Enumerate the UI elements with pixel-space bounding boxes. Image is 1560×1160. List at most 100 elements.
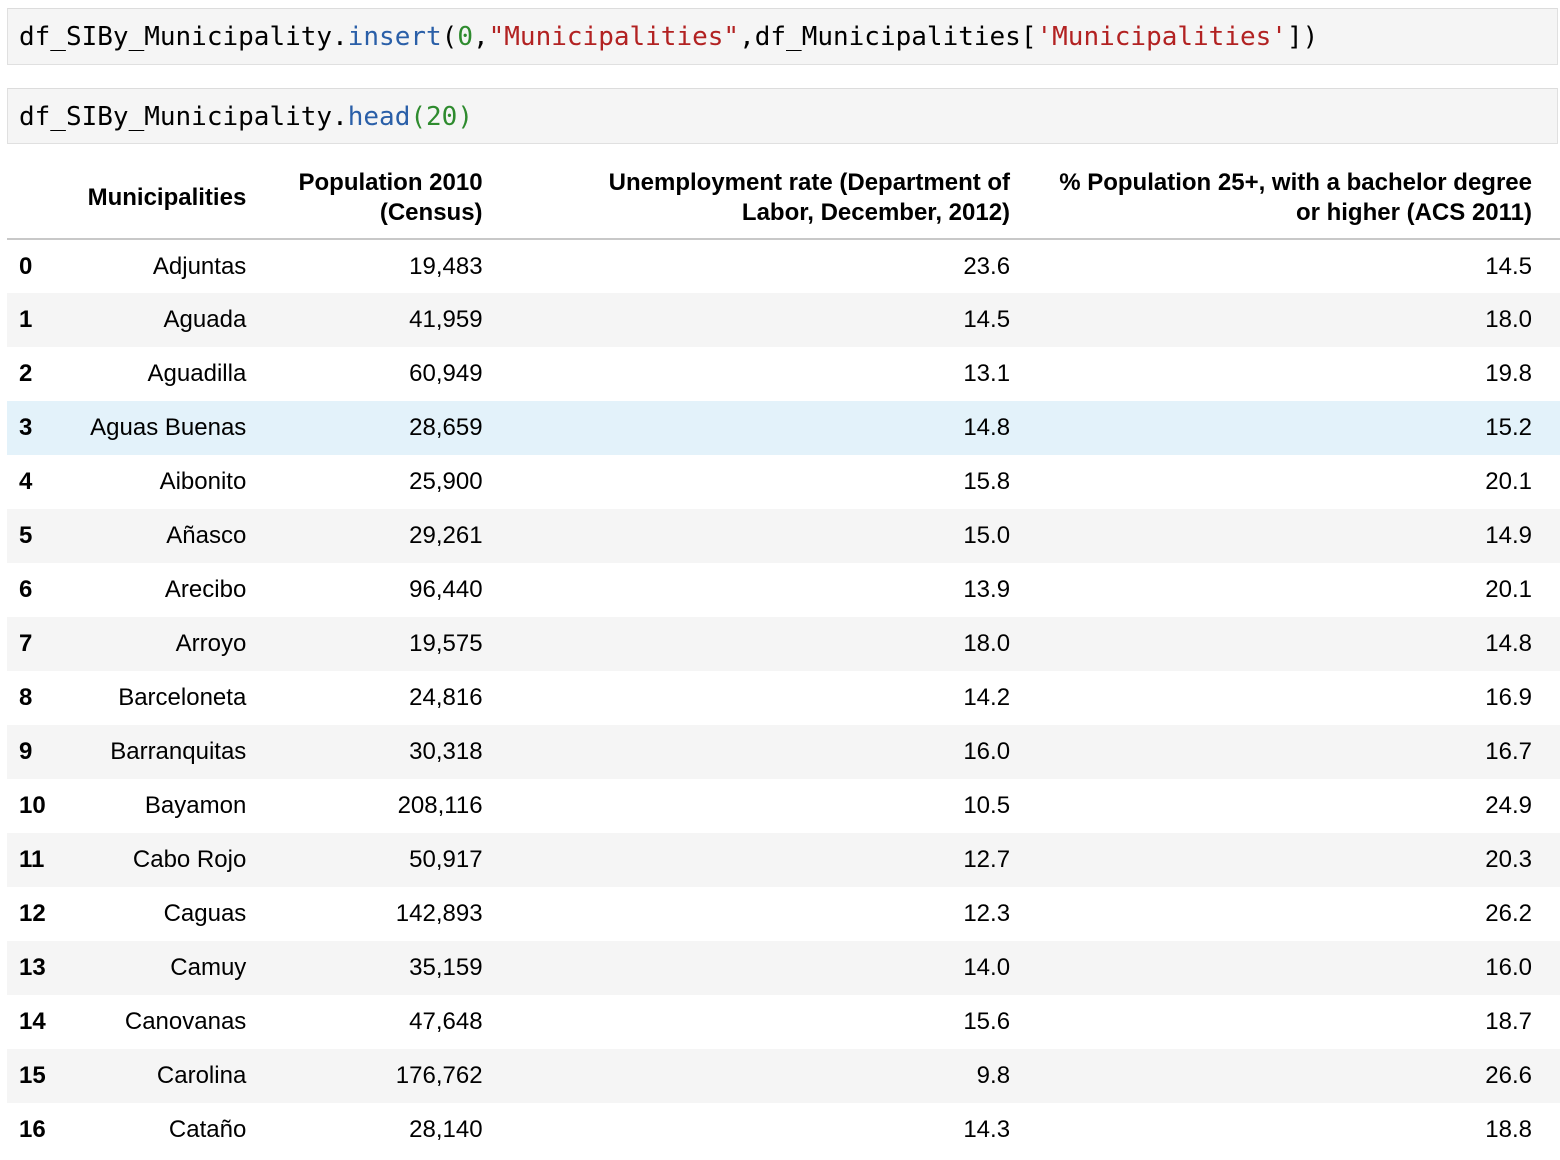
dataframe-table: Municipalities Population 2010 (Census) … — [7, 158, 1560, 1157]
code-token: head — [347, 102, 411, 132]
row-index: 6 — [19, 576, 33, 603]
row-index: 11 — [19, 846, 45, 873]
row-index: 3 — [19, 414, 33, 441]
code-token: 'Municipalities' — [1036, 22, 1287, 52]
code-token: ( — [410, 102, 427, 132]
row-index: 7 — [19, 630, 33, 657]
row-index: 10 — [19, 792, 46, 819]
row-index: 16 — [19, 1116, 46, 1143]
table-row: 7 Arroyo 19,575 18.0 14.8 — [7, 617, 1560, 671]
cell-municipality: Cabo Rojo — [132, 846, 247, 873]
cell-municipality: Bayamon — [144, 792, 247, 819]
cell-municipality: Carolina — [156, 1062, 247, 1089]
cell-municipality: Arroyo — [175, 630, 247, 657]
cell-bachelor: 19.8 — [1485, 360, 1532, 387]
row-index: 8 — [19, 684, 33, 711]
cell-municipality: Aguadilla — [147, 360, 247, 387]
cell-population: 19,575 — [409, 630, 483, 657]
code-token: insert — [347, 22, 442, 52]
cell-municipality: Arecibo — [164, 576, 247, 603]
code-token: df_SIBy_Municipality. — [19, 22, 348, 52]
header-bachelor-line2: or higher (ACS 2011) — [1295, 199, 1532, 226]
row-index: 4 — [19, 468, 33, 495]
row-index: 14 — [19, 1008, 46, 1035]
code-token: df_SIBy_Municipality. — [19, 102, 348, 132]
header-bachelor: % Population 25+, with a bachelor degree… — [1010, 158, 1560, 240]
cell-bachelor: 14.9 — [1485, 522, 1532, 549]
table-row: 10 Bayamon 208,116 10.5 24.9 — [7, 779, 1560, 833]
table-row: 15 Carolina 176,762 9.8 26.6 — [7, 1049, 1560, 1103]
cell-unemployment: 13.9 — [963, 576, 1011, 603]
cell-unemployment: 15.6 — [963, 1008, 1011, 1035]
table-row: 0 Adjuntas 19,483 23.6 14.5 — [7, 239, 1560, 293]
table-row: 1 Aguada 41,959 14.5 18.0 — [7, 293, 1560, 347]
header-population-line1: Population 2010 — [298, 169, 483, 196]
table-row: 3 Aguas Buenas 28,659 14.8 15.2 — [7, 401, 1560, 455]
table-row: 9 Barranquitas 30,318 16.0 16.7 — [7, 725, 1560, 779]
table-row: 4 Aibonito 25,900 15.8 20.1 — [7, 455, 1560, 509]
cell-municipality: Añasco — [166, 522, 247, 549]
cell-bachelor: 20.3 — [1485, 846, 1532, 873]
header-unemployment-line2: Labor, December, 2012) — [741, 199, 1011, 226]
cell-municipality: Barranquitas — [110, 738, 247, 765]
cell-population: 41,959 — [409, 306, 483, 333]
cell-municipality: Aguas Buenas — [90, 414, 247, 441]
table-header: Municipalities Population 2010 (Census) … — [7, 158, 1560, 240]
cell-municipality: Caguas — [163, 900, 247, 927]
cell-population: 47,648 — [409, 1008, 483, 1035]
cell-unemployment: 12.3 — [963, 900, 1011, 927]
cell-population: 29,261 — [409, 522, 483, 549]
cell-bachelor: 15.2 — [1485, 414, 1532, 441]
cell-population: 25,900 — [409, 468, 483, 495]
row-index: 15 — [19, 1062, 46, 1089]
cell-unemployment: 14.5 — [963, 306, 1011, 333]
cell-bachelor: 16.0 — [1485, 954, 1532, 981]
code-token: , — [472, 22, 489, 52]
cell-bachelor: 26.2 — [1485, 900, 1532, 927]
table-row: 8 Barceloneta 24,816 14.2 16.9 — [7, 671, 1560, 725]
header-unemployment-line1: Unemployment rate (Department of — [608, 169, 1011, 196]
code-cell-insert[interactable]: df_SIBy_Municipality.insert(0,"Municipal… — [7, 8, 1558, 65]
row-index: 0 — [19, 252, 33, 280]
cell-municipality: Aguada — [163, 306, 247, 333]
cell-unemployment: 10.5 — [963, 792, 1011, 819]
cell-population: 142,893 — [395, 900, 483, 927]
row-index: 1 — [19, 306, 33, 333]
cell-municipality: Adjuntas — [152, 252, 247, 280]
cell-population: 24,816 — [409, 684, 483, 711]
cell-bachelor: 26.6 — [1485, 1062, 1532, 1089]
cell-municipality: Camuy — [170, 954, 247, 981]
cell-population: 60,949 — [409, 360, 483, 387]
row-index: 12 — [19, 900, 46, 927]
cell-population: 35,159 — [409, 954, 483, 981]
table-row: 14 Canovanas 47,648 15.6 18.7 — [7, 995, 1560, 1049]
row-index: 9 — [19, 738, 33, 765]
cell-municipality: Cataño — [168, 1116, 247, 1143]
cell-population: 30,318 — [409, 738, 483, 765]
cell-unemployment: 18.0 — [963, 630, 1011, 657]
cell-population: 28,659 — [409, 414, 483, 441]
table-row: 16 Cataño 28,140 14.3 18.8 — [7, 1103, 1560, 1157]
code-cell-head[interactable]: df_SIBy_Municipality.head(20) — [7, 88, 1558, 144]
cell-unemployment: 12.7 — [963, 846, 1011, 873]
code-token: "Municipalities" — [488, 22, 740, 52]
cell-bachelor: 18.0 — [1485, 306, 1532, 333]
cell-unemployment: 16.0 — [963, 738, 1011, 765]
cell-municipality: Barceloneta — [118, 684, 247, 711]
header-unemployment: Unemployment rate (Department of Labor, … — [482, 158, 1011, 240]
cell-unemployment: 14.8 — [963, 414, 1011, 441]
cell-population: 28,140 — [409, 1116, 483, 1143]
table-row: 2 Aguadilla 60,949 13.1 19.8 — [7, 347, 1560, 401]
dataframe-output: Municipalities Population 2010 (Census) … — [7, 158, 1560, 1157]
row-index: 5 — [19, 522, 33, 549]
cell-bachelor: 16.7 — [1485, 738, 1532, 765]
cell-municipality: Aibonito — [159, 468, 247, 495]
header-bachelor-line1: % Population 25+, with a bachelor degree — [1059, 169, 1532, 196]
header-index — [7, 158, 77, 240]
cell-population: 176,762 — [395, 1062, 483, 1089]
cell-unemployment: 15.0 — [963, 522, 1011, 549]
cell-unemployment: 13.1 — [963, 360, 1011, 387]
cell-bachelor: 14.8 — [1485, 630, 1532, 657]
cell-population: 208,116 — [397, 792, 483, 819]
table-row: 13 Camuy 35,159 14.0 16.0 — [7, 941, 1560, 995]
